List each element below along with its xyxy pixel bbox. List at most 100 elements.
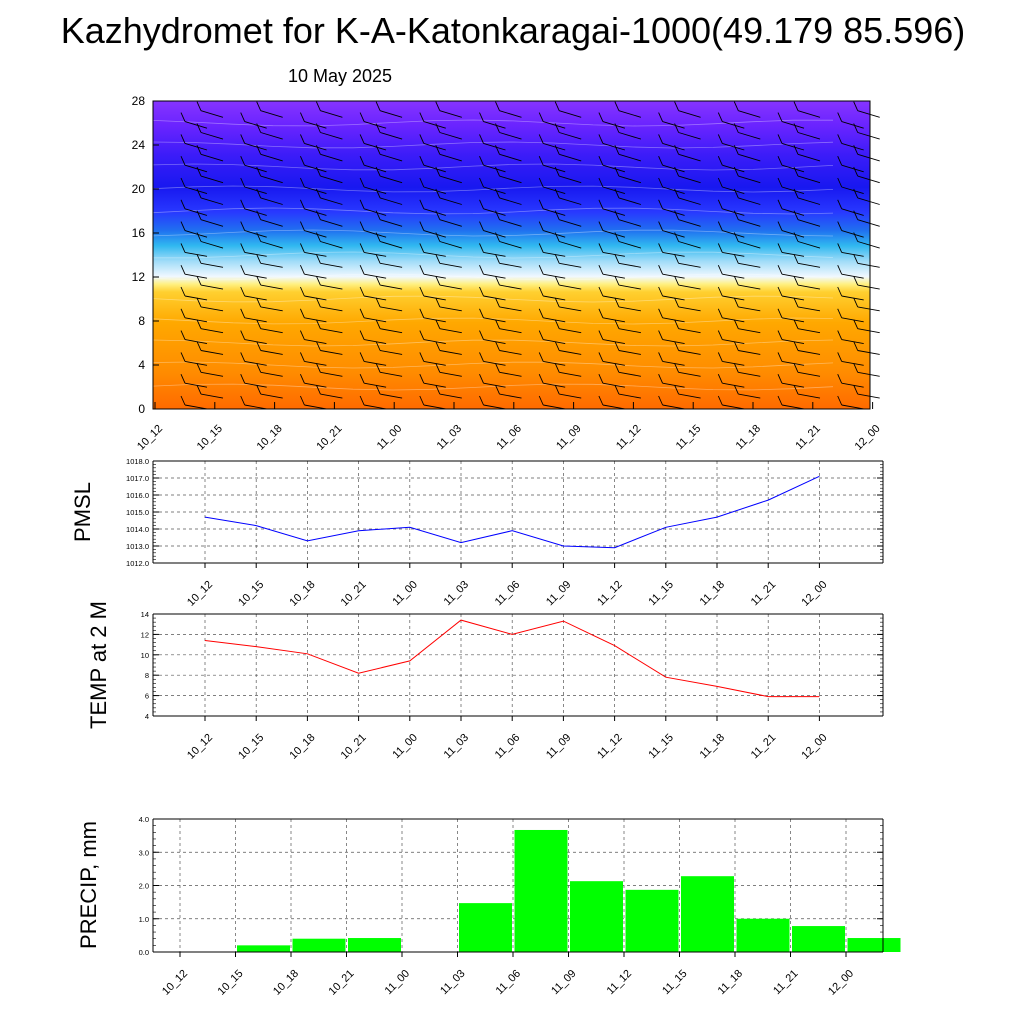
wind-barb-flag	[658, 395, 664, 406]
wind-barb-flag	[359, 177, 365, 188]
contour-line	[152, 207, 834, 215]
temp-panel: 4 6 8 10 12 14 10_12 10_15 10_18 10_21 11_00 11_03 1…	[86, 601, 884, 762]
wind-barb	[244, 142, 267, 151]
y-tick-label: 2.0	[139, 882, 149, 891]
wind-barb	[304, 339, 327, 345]
wind-barb-flag	[435, 384, 441, 395]
wind-barb	[363, 121, 387, 129]
x-tick-label: 10_18	[271, 968, 301, 998]
x-tick-label: 12_00	[853, 423, 883, 453]
wind-barb-flag	[419, 395, 425, 406]
wind-barb	[841, 295, 864, 301]
wind-barb	[618, 328, 641, 334]
contour-line	[152, 141, 834, 149]
wind-barb	[260, 175, 283, 184]
y-axis-label: PRECIP, mm	[76, 821, 101, 949]
wind-barb-flag	[733, 319, 739, 329]
wind-barb-flag	[240, 395, 246, 406]
wind-barb-flag	[853, 319, 859, 329]
wind-barb	[857, 393, 880, 399]
wind-barb	[184, 295, 208, 301]
wind-barb	[423, 251, 446, 257]
wind-barb	[184, 142, 208, 151]
wind-barb	[738, 175, 761, 184]
wind-barb	[738, 306, 761, 312]
wind-barb	[678, 371, 701, 377]
wind-barb	[260, 153, 283, 162]
wind-barb	[678, 393, 701, 399]
x-tick-label: 10_15	[236, 732, 266, 762]
wind-barb	[320, 132, 343, 140]
wind-barb-flag	[180, 374, 186, 384]
wind-barb	[320, 328, 343, 334]
y-tick-label: 3.0	[139, 848, 149, 857]
wind-barb	[483, 404, 506, 410]
wind-barb	[841, 208, 864, 216]
wind-barb	[439, 262, 462, 268]
wind-barb	[559, 328, 582, 334]
wind-barb	[722, 230, 745, 238]
wind-barb	[781, 404, 805, 410]
wind-barb	[722, 382, 745, 388]
x-tick-label: 11_09	[549, 968, 579, 998]
wind-barb	[380, 262, 403, 268]
wind-barb	[797, 350, 821, 355]
wind-barb	[857, 132, 880, 140]
y-tick-label: 1015.0	[126, 508, 149, 517]
wind-barb	[260, 110, 283, 118]
wind-barb	[602, 382, 625, 388]
y-tick-label: 1018.0	[126, 457, 149, 466]
wind-barb	[380, 328, 403, 334]
wind-barb-flag	[717, 308, 723, 318]
wind-barb	[602, 273, 625, 279]
wind-barb-flag	[479, 265, 484, 275]
wind-barb	[363, 142, 387, 151]
wind-barb-flag	[299, 221, 305, 231]
wind-barb	[423, 295, 446, 301]
wind-barb	[738, 328, 761, 334]
wind-barb	[559, 132, 582, 140]
wind-barb	[559, 350, 582, 355]
wind-barb	[678, 306, 701, 312]
wind-barb	[423, 382, 446, 388]
wind-barb	[363, 208, 387, 216]
wind-barb-flag	[717, 286, 723, 297]
x-tick-label: 11_18	[734, 423, 764, 453]
wind-barb	[260, 241, 283, 249]
precip-bar	[292, 938, 346, 952]
wind-barb	[559, 262, 582, 268]
wind-barb	[678, 241, 701, 249]
wind-barb	[781, 142, 805, 151]
wind-barb-flag	[359, 330, 365, 340]
wind-barb	[559, 175, 582, 184]
wind-barb	[857, 110, 880, 118]
wind-barb	[543, 295, 566, 301]
wind-barb	[483, 295, 506, 301]
y-tick-label: 12	[132, 270, 146, 284]
wind-barb	[320, 284, 343, 290]
wind-barb	[499, 284, 522, 290]
wind-barb	[244, 186, 267, 195]
wind-barb	[364, 339, 387, 345]
wind-barb-flag	[495, 384, 500, 395]
x-tick-label: 11_12	[614, 423, 644, 453]
wind-barb-flag	[717, 352, 723, 362]
wind-barb-flag	[658, 134, 664, 144]
wind-barb	[857, 197, 880, 205]
wind-barb-flag	[196, 363, 202, 373]
precip-bar	[847, 938, 901, 952]
wind-barb	[304, 121, 327, 129]
wind-barb-flag	[853, 275, 859, 286]
wind-barb	[184, 230, 208, 238]
wind-barb-flag	[717, 177, 723, 188]
wind-barb-flag	[614, 297, 620, 308]
wind-barb-flag	[538, 243, 544, 253]
wind-barb	[439, 197, 462, 205]
wind-barb	[841, 164, 864, 173]
wind-barb-flag	[196, 297, 202, 308]
wind-barb-flag	[256, 254, 262, 264]
wind-barb	[439, 241, 462, 249]
wind-barb	[559, 371, 582, 377]
wind-barb	[423, 317, 446, 323]
wind-barb-flag	[419, 221, 425, 231]
